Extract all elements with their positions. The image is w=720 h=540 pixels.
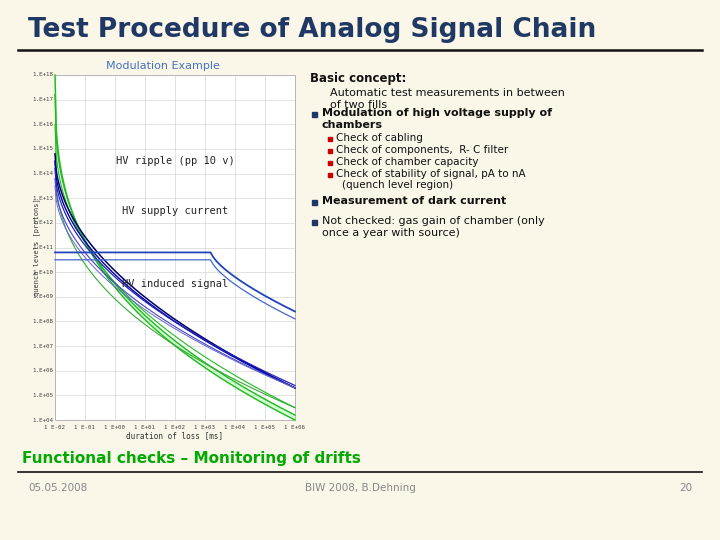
Bar: [312, 220, 317, 225]
Text: HV supply current: HV supply current: [122, 206, 228, 215]
Bar: [328, 149, 332, 153]
Text: Check of cabling: Check of cabling: [336, 133, 423, 143]
Text: 1 E+01: 1 E+01: [135, 425, 156, 430]
Text: 1 E-02: 1 E-02: [45, 425, 66, 430]
Text: 1 E-01: 1 E-01: [74, 425, 96, 430]
Text: 1 E+06: 1 E+06: [284, 425, 305, 430]
Text: HV ripple (pp 10 v): HV ripple (pp 10 v): [116, 156, 235, 166]
Text: 1.E+09: 1.E+09: [32, 294, 53, 299]
Text: Check of stability of signal, pA to nA: Check of stability of signal, pA to nA: [336, 169, 526, 179]
Text: 1.E+12: 1.E+12: [32, 220, 53, 225]
Text: 1.E+05: 1.E+05: [32, 393, 53, 398]
Text: 1 E+03: 1 E+03: [194, 425, 215, 430]
Text: 1.E+17: 1.E+17: [32, 97, 53, 102]
Bar: [328, 161, 332, 165]
Text: Modulation of high voltage supply of: Modulation of high voltage supply of: [322, 108, 552, 118]
Text: 1.E+18: 1.E+18: [32, 72, 53, 78]
Text: 1 E+00: 1 E+00: [104, 425, 125, 430]
Bar: [55, 75, 295, 420]
Text: HV induced signal: HV induced signal: [122, 280, 228, 289]
Text: 20: 20: [679, 483, 692, 493]
Text: chambers: chambers: [322, 120, 383, 130]
Bar: [312, 112, 317, 117]
Text: 1 E+04: 1 E+04: [225, 425, 246, 430]
Text: once a year with source): once a year with source): [322, 228, 460, 238]
Bar: [328, 173, 332, 177]
Text: Check of components,  R- C filter: Check of components, R- C filter: [336, 145, 508, 155]
Text: Basic concept:: Basic concept:: [310, 72, 406, 85]
Text: 1.E+08: 1.E+08: [32, 319, 53, 324]
Text: Measurement of dark current: Measurement of dark current: [322, 196, 506, 206]
Text: Check of chamber capacity: Check of chamber capacity: [336, 157, 479, 167]
Text: 1.E+11: 1.E+11: [32, 245, 53, 250]
Text: duration of loss [ms]: duration of loss [ms]: [127, 431, 224, 441]
Text: Not checked: gas gain of chamber (only: Not checked: gas gain of chamber (only: [322, 216, 545, 226]
Text: Automatic test measurements in between: Automatic test measurements in between: [330, 88, 565, 98]
Text: 1.E+06: 1.E+06: [32, 368, 53, 373]
Text: 1.E+07: 1.E+07: [32, 343, 53, 349]
Text: of two fills: of two fills: [330, 100, 387, 110]
Text: BIW 2008, B.Dehning: BIW 2008, B.Dehning: [305, 483, 415, 493]
Text: 1 E+02: 1 E+02: [164, 425, 186, 430]
Text: 1.E+14: 1.E+14: [32, 171, 53, 176]
Bar: [328, 137, 332, 141]
Text: Modulation Example: Modulation Example: [106, 61, 220, 71]
Text: Test Procedure of Analog Signal Chain: Test Procedure of Analog Signal Chain: [28, 17, 596, 43]
Text: 1.E+13: 1.E+13: [32, 195, 53, 201]
Bar: [312, 200, 317, 205]
Text: (quench level region): (quench level region): [342, 180, 453, 190]
Text: 1.E+10: 1.E+10: [32, 269, 53, 275]
Text: 1.E+04: 1.E+04: [32, 417, 53, 422]
Text: 1 E+05: 1 E+05: [254, 425, 276, 430]
Text: 1.E+15: 1.E+15: [32, 146, 53, 151]
Text: quench levels [protons]: quench levels [protons]: [34, 199, 40, 296]
Text: 05.05.2008: 05.05.2008: [28, 483, 87, 493]
Text: Functional checks – Monitoring of drifts: Functional checks – Monitoring of drifts: [22, 450, 361, 465]
Text: 1.E+16: 1.E+16: [32, 122, 53, 127]
